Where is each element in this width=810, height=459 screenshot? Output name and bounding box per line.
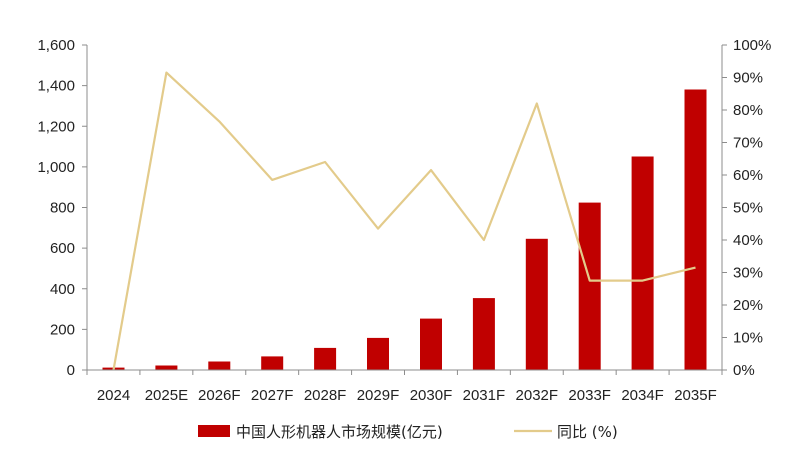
x-tick-label: 2035F xyxy=(674,387,717,404)
right-tick-label: 90% xyxy=(733,70,763,87)
x-tick-label: 2032F xyxy=(516,387,559,404)
bar-2031F xyxy=(472,298,495,370)
x-tick-label: 2026F xyxy=(198,387,241,404)
left-tick-label: 1,000 xyxy=(37,159,75,176)
bar-2028F xyxy=(314,347,337,370)
right-tick-label: 80% xyxy=(733,102,763,119)
right-tick-label: 40% xyxy=(733,232,763,249)
left-tick-label: 200 xyxy=(50,321,75,338)
legend-line-label: 同比 (%) xyxy=(557,423,618,441)
bar-2025E xyxy=(155,365,178,370)
axes xyxy=(86,45,723,371)
legend: 中国人形机器人市场规模(亿元) 同比 (%) xyxy=(198,423,618,441)
right-tick-label: 60% xyxy=(733,167,763,184)
x-tick-label: 2028F xyxy=(304,387,347,404)
x-tick-label: 2024 xyxy=(97,387,130,404)
x-tick-label: 2033F xyxy=(568,387,611,404)
bar-2035F xyxy=(684,89,707,370)
x-tick-label: 2027F xyxy=(251,387,294,404)
left-tick-label: 1,400 xyxy=(37,78,75,95)
bar-2029F xyxy=(367,337,389,370)
x-axis-ticks: 2024 2025E 2026F 2027F 2028F 2029F 2030F 2031F 2… xyxy=(86,370,723,404)
right-tick-label: 10% xyxy=(733,330,763,347)
x-tick-label: 2030F xyxy=(410,387,453,404)
left-tick-label: 1,200 xyxy=(37,118,75,135)
bar-2026F xyxy=(208,361,231,370)
x-tick-label: 2031F xyxy=(463,387,506,404)
left-axis-ticks: 0 200 400 600 800 1,000 1,200 1,400 1,600 xyxy=(37,37,87,379)
left-tick-label: 1,600 xyxy=(37,37,75,54)
right-tick-label: 30% xyxy=(733,265,763,282)
right-tick-label: 70% xyxy=(733,135,763,152)
left-tick-label: 0 xyxy=(67,362,75,379)
yoy-line-layer xyxy=(112,71,696,371)
right-tick-label: 50% xyxy=(733,200,763,217)
x-tick-label: 2034F xyxy=(621,387,664,404)
bar-2033F xyxy=(578,202,601,370)
x-tick-label: 2029F xyxy=(357,387,400,404)
bar-2034F xyxy=(631,156,654,370)
right-tick-label: 0% xyxy=(733,362,755,379)
right-tick-label: 20% xyxy=(733,297,763,314)
left-tick-label: 800 xyxy=(50,200,75,217)
right-axis-ticks: 0% 10% 20% 30% 40% 50% 60% 70% 80% 90% 100% xyxy=(722,37,771,379)
left-tick-label: 600 xyxy=(50,240,75,257)
legend-bar-swatch xyxy=(198,425,230,437)
bar-2030F xyxy=(420,318,442,370)
x-tick-label: 2025E xyxy=(145,387,188,404)
bar-2027F xyxy=(261,356,284,370)
legend-bar-label: 中国人形机器人市场规模(亿元) xyxy=(236,423,443,441)
left-tick-label: 400 xyxy=(50,281,75,298)
bars xyxy=(102,89,707,370)
yoy-line xyxy=(112,71,696,371)
bar-2032F xyxy=(525,238,548,370)
right-tick-label: 100% xyxy=(733,37,771,54)
